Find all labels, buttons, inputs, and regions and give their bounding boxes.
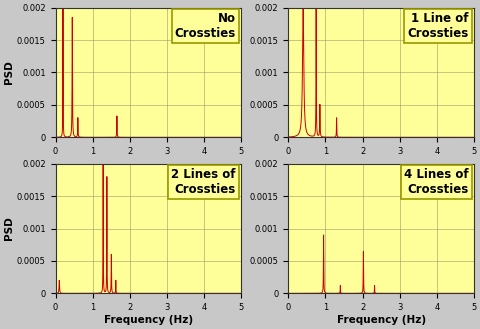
X-axis label: Frequency (Hz): Frequency (Hz) (336, 315, 425, 325)
Text: 2 Lines of
Crossties: 2 Lines of Crossties (171, 167, 235, 195)
Text: 4 Lines of
Crossties: 4 Lines of Crossties (403, 167, 468, 195)
Y-axis label: PSD: PSD (4, 61, 14, 84)
X-axis label: Frequency (Hz): Frequency (Hz) (104, 315, 192, 325)
Text: 1 Line of
Crossties: 1 Line of Crossties (407, 12, 468, 39)
Text: No
Crossties: No Crossties (174, 12, 235, 39)
Y-axis label: PSD: PSD (4, 216, 14, 240)
